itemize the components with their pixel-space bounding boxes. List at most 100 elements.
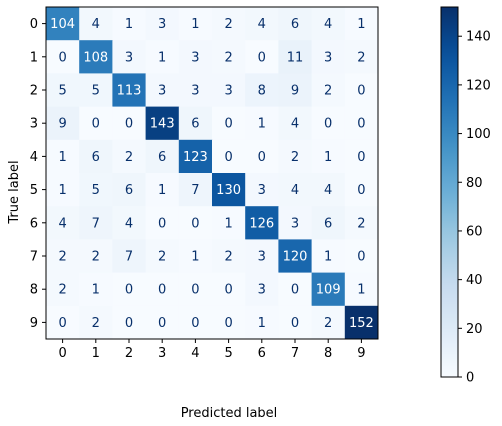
heatmap-cell-r8-c3 [145, 272, 180, 307]
heatmap-cell-r6-c2 [112, 206, 147, 240]
heatmap-cell-r5-c6 [245, 173, 279, 207]
cell-value-r6-c8: 6 [324, 216, 332, 231]
x-tick-label-8: 8 [324, 346, 332, 361]
y-axis-label: True label [7, 160, 22, 224]
heatmap-cell-r7-c6 [245, 239, 279, 274]
heatmap-cell-r6-c8 [311, 206, 346, 240]
cell-value-r1-c7: 11 [287, 50, 304, 65]
cell-value-r4-c3: 6 [158, 150, 166, 165]
cell-value-r3-c9: 0 [357, 117, 365, 132]
heatmap-cell-r1-c2 [112, 40, 147, 74]
heatmap-cell-r0-c3 [145, 7, 180, 41]
heatmap-cell-r5-c4 [178, 173, 213, 207]
heatmap-cell-r4-c6 [245, 139, 279, 174]
heatmap-cell-r6-c1 [79, 206, 113, 240]
heatmap-cell-r1-c5 [212, 40, 246, 74]
cell-value-r1-c3: 1 [158, 50, 166, 65]
cell-value-r8-c3: 0 [158, 283, 166, 298]
cell-value-r2-c5: 3 [224, 84, 232, 99]
cell-value-r8-c0: 2 [58, 283, 66, 298]
x-tick-label-0: 0 [58, 346, 66, 361]
x-axis-label: Predicted label [181, 406, 278, 421]
heatmap-cell-r9-c0 [46, 305, 80, 340]
heatmap-cell-r7-c4 [178, 239, 213, 274]
heatmap-cell-r7-c0 [46, 239, 80, 274]
cell-value-r0-c2: 1 [125, 17, 133, 32]
heatmap-cell-r1-c3 [145, 40, 180, 74]
heatmap-cell-r2-c9 [344, 73, 379, 108]
cell-value-r8-c6: 3 [258, 283, 266, 298]
y-tick-label-6: 6 [30, 216, 38, 231]
cell-value-r7-c9: 0 [357, 250, 365, 265]
heatmap-cell-r0-c2 [112, 7, 147, 41]
heatmap-cell-r6-c9 [344, 206, 379, 240]
heatmap-cell-r9-c1 [79, 305, 113, 340]
cell-value-r5-c3: 1 [158, 183, 166, 198]
heatmap-cell-r4-c4 [178, 139, 213, 174]
heatmap-cell-r8-c6 [245, 272, 279, 307]
heatmap-cell-r7-c7 [278, 239, 313, 274]
cell-value-r0-c9: 1 [357, 17, 365, 32]
cell-value-r6-c3: 0 [158, 216, 166, 231]
x-tick-label-7: 7 [291, 346, 299, 361]
cell-value-r3-c8: 0 [324, 117, 332, 132]
heatmap-cell-r8-c0 [46, 272, 80, 307]
cell-value-r8-c4: 0 [191, 283, 199, 298]
heatmap-cell-r8-c5 [212, 272, 246, 307]
cell-value-r4-c9: 0 [357, 150, 365, 165]
cell-value-r2-c1: 5 [92, 84, 100, 99]
heatmap-cell-r9-c3 [145, 305, 180, 340]
cell-value-r9-c6: 1 [258, 316, 266, 331]
cell-value-r1-c8: 3 [324, 50, 332, 65]
heatmap-cell-r5-c8 [311, 173, 346, 207]
heatmap-cell-r6-c0 [46, 206, 80, 240]
cell-value-r6-c4: 0 [191, 216, 199, 231]
cell-value-r8-c7: 0 [291, 283, 299, 298]
cell-value-r7-c1: 2 [92, 250, 100, 265]
cell-value-r1-c1: 108 [83, 50, 108, 65]
colorbar-tick-label-100: 100 [466, 127, 491, 142]
heatmap-cell-r2-c3 [145, 73, 180, 108]
cell-value-r7-c3: 2 [158, 250, 166, 265]
x-tick-label-9: 9 [357, 346, 365, 361]
cell-value-r9-c8: 2 [324, 316, 332, 331]
colorbar-ticks: 0 20 40 60 80 100 120 140 [458, 30, 491, 386]
cell-value-r3-c3: 143 [150, 117, 175, 132]
y-tick-label-4: 4 [30, 150, 38, 165]
heatmap-cell-r8-c4 [178, 272, 213, 307]
cell-value-r0-c0: 104 [50, 17, 75, 32]
cell-value-r9-c7: 0 [291, 316, 299, 331]
x-tick-label-4: 4 [191, 346, 199, 361]
colorbar-tick-label-140: 140 [466, 30, 491, 45]
cell-value-r9-c5: 0 [224, 316, 232, 331]
heatmap-cell-r2-c1 [79, 73, 113, 108]
heatmap-cell-r5-c0 [46, 173, 80, 207]
heatmap-cell-r6-c7 [278, 206, 313, 240]
heatmap-cell-r7-c3 [145, 239, 180, 274]
cell-value-r8-c5: 0 [224, 283, 232, 298]
cell-value-r5-c4: 7 [191, 183, 199, 198]
y-tick-label-0: 0 [30, 17, 38, 32]
cell-value-r4-c4: 123 [183, 150, 208, 165]
cell-value-r7-c8: 1 [324, 250, 332, 265]
y-tick-label-8: 8 [30, 283, 38, 298]
heatmap-cell-r7-c2 [112, 239, 147, 274]
x-tick-label-5: 5 [224, 346, 232, 361]
cell-value-r3-c1: 0 [92, 117, 100, 132]
heatmap-cell-r2-c0 [46, 73, 80, 108]
heatmap-cell-r9-c4 [178, 305, 213, 340]
heatmap-cell-r0-c5 [212, 7, 246, 41]
heatmap-cell-r9-c6 [245, 305, 279, 340]
colorbar-tick-label-60: 60 [466, 224, 483, 239]
heatmap-cell-r2-c6 [245, 73, 279, 108]
heatmap-cell-r5-c2 [112, 173, 147, 207]
heatmap-cell-r1-c8 [311, 40, 346, 74]
cell-value-r5-c6: 3 [258, 183, 266, 198]
cell-value-r2-c0: 5 [58, 84, 66, 99]
heatmap-cell-r4-c7 [278, 139, 313, 174]
x-axis-ticks: 0 1 2 3 4 5 6 7 8 9 [58, 339, 366, 361]
heatmap-cell-r0-c0 [46, 7, 80, 41]
colorbar [440, 6, 459, 378]
heatmap-cell-r3-c5 [212, 106, 246, 141]
